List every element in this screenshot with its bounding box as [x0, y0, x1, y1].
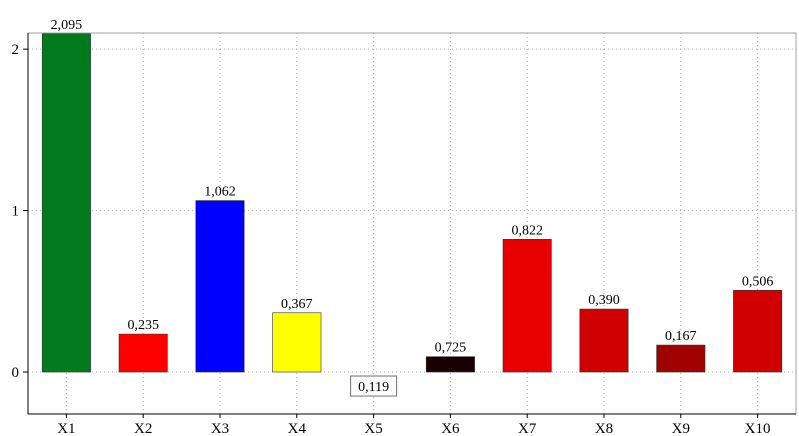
labels: 0 1 2 2,095 X1 0,235 X2 1,062 X3 0,367 X4 0,119 X5 0,… — [12, 18, 774, 436]
category-label-x3: X3 — [211, 421, 229, 436]
category-label-x8: X8 — [595, 421, 613, 436]
data-label-x8: 0,390 — [588, 293, 620, 308]
bar-x2 — [119, 334, 167, 372]
data-label-x7: 0,822 — [511, 223, 543, 238]
data-label-x10: 0,506 — [742, 274, 774, 289]
category-label-x1: X1 — [57, 421, 75, 436]
data-label-x4: 0,367 — [281, 297, 313, 312]
bar-x10 — [733, 290, 781, 372]
y-tick-label: 1 — [12, 204, 20, 220]
y-tick-label: 0 — [12, 365, 20, 381]
data-label-x3: 1,062 — [204, 185, 236, 200]
data-label-x9: 0,167 — [665, 329, 697, 344]
category-label-x2: X2 — [134, 421, 152, 436]
bar-x7 — [503, 239, 551, 372]
data-label-x1: 2,095 — [51, 18, 83, 33]
category-label-x4: X4 — [288, 421, 307, 436]
y-tick-label: 2 — [12, 42, 20, 58]
bar-x8 — [580, 309, 628, 372]
data-label-x5: 0,119 — [358, 380, 389, 395]
bar-x4 — [273, 313, 321, 372]
bar-x1 — [42, 34, 90, 372]
bar-x6 — [426, 357, 474, 372]
bar-x9 — [657, 345, 705, 372]
category-label-x7: X7 — [518, 421, 537, 436]
category-label-x6: X6 — [441, 421, 460, 436]
category-label-x9: X9 — [672, 421, 690, 436]
category-label-x5: X5 — [364, 421, 382, 436]
data-label-x2: 0,235 — [127, 318, 159, 333]
data-label-x6: 0,725 — [435, 341, 467, 356]
category-label-x10: X10 — [745, 421, 771, 436]
bar-x3 — [196, 201, 244, 372]
